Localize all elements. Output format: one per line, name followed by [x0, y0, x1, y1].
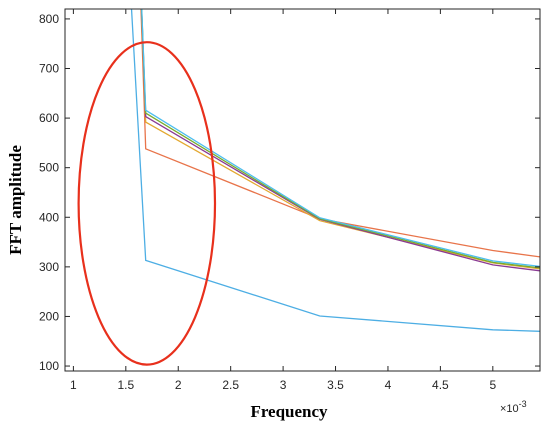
x-tick-label: 2.5 [222, 378, 239, 392]
y-tick-label: 800 [39, 12, 59, 26]
x-tick-label: 5 [489, 378, 496, 392]
y-tick-label: 500 [39, 161, 59, 175]
plot-frame [64, 8, 541, 372]
x-tick-label: 4 [385, 378, 392, 392]
annotation-layer [77, 41, 217, 366]
series-layer [130, 9, 540, 332]
series-line-2 [140, 9, 540, 258]
y-tick-label: 300 [39, 260, 59, 274]
x-tick-label: 2 [175, 378, 182, 392]
series-line-4 [140, 9, 540, 272]
x-axis-label: Frequency [250, 402, 328, 421]
x-axis-exponent-power: -3 [519, 399, 527, 409]
y-tick-label: 400 [39, 210, 59, 224]
x-tick-label: 1 [70, 378, 77, 392]
y-tick-label: 700 [39, 62, 59, 76]
x-axis-exponent: ×10-3 [500, 399, 527, 415]
x-tick-label: 4.5 [432, 378, 449, 392]
y-tick-label: 200 [39, 309, 59, 323]
x-tick-label: 3 [280, 378, 287, 392]
y-tick-label: 100 [39, 359, 59, 373]
series-line-6 [141, 9, 540, 268]
x-tick-label: 3.5 [327, 378, 344, 392]
x-tick-label: 1.5 [117, 378, 134, 392]
series-line-3 [140, 9, 540, 270]
ticks-layer: 1 1.5 2 2.5 3 3.5 4 4.5 5 100 200 300 400 500 600 700 80… [39, 9, 540, 392]
series-line-1 [130, 9, 540, 332]
y-tick-label: 600 [39, 111, 59, 125]
x-axis-exponent-base: ×10 [500, 403, 519, 415]
y-axis-label: FFT amplitude [6, 145, 25, 255]
highlight-ellipse-1 [77, 41, 217, 366]
series-line-5 [141, 9, 540, 269]
